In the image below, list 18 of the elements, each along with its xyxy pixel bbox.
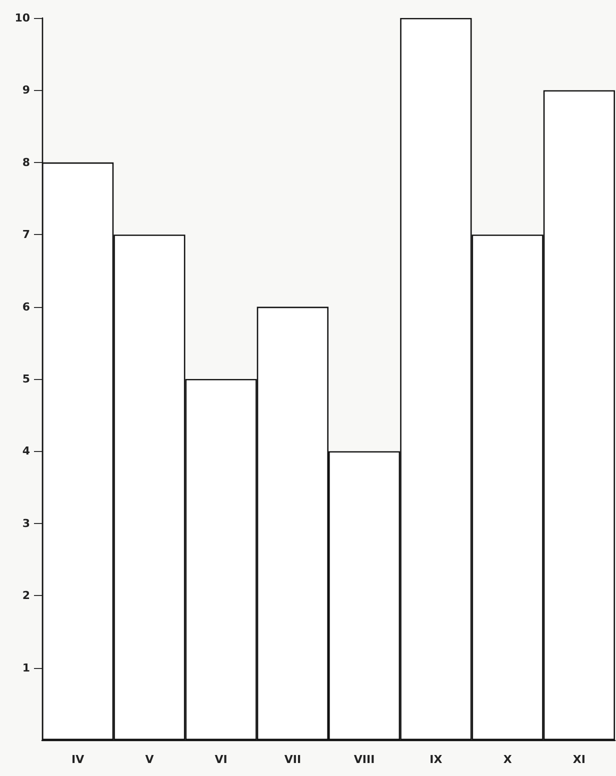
- x-tick-label: VIII: [354, 753, 375, 766]
- x-tick-label: VI: [214, 753, 228, 766]
- y-tick-label: 3: [22, 516, 30, 530]
- y-tick-label: 7: [22, 228, 30, 242]
- x-tick-label: VII: [284, 753, 302, 766]
- y-tick-label: 4: [22, 444, 30, 458]
- y-tick-label: 6: [22, 300, 30, 314]
- y-tick-label: 5: [22, 372, 30, 386]
- x-tick-label: IV: [72, 753, 85, 766]
- x-tick-label: IX: [430, 753, 443, 766]
- y-tick-label: 10: [14, 12, 30, 24]
- y-tick-label: 9: [22, 84, 30, 97]
- y-tick-label: 2: [22, 589, 30, 602]
- x-tick-label: X: [503, 753, 512, 766]
- x-tick-label: XI: [572, 753, 586, 766]
- x-tick-label: V: [145, 753, 154, 766]
- y-tick-label: 1: [22, 661, 30, 674]
- y-tick-label: 8: [22, 156, 30, 169]
